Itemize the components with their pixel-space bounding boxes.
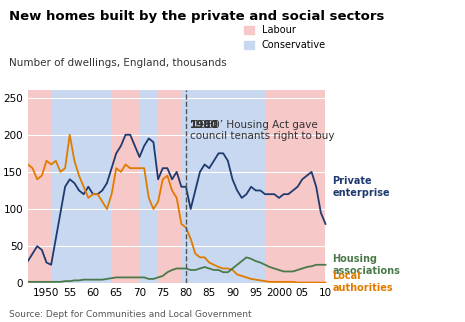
Text: Local
authorities: Local authorities	[332, 271, 393, 293]
Text: Source: Dept for Communities and Local Government: Source: Dept for Communities and Local G…	[9, 310, 252, 319]
Bar	[158, 90, 181, 283]
Bar	[140, 90, 158, 283]
Text: 1980: 1980	[190, 120, 219, 130]
Legend: Labour, Conservative: Labour, Conservative	[240, 22, 330, 54]
Bar	[112, 90, 140, 283]
Bar	[28, 90, 51, 283]
Text: Housing
associations: Housing associations	[332, 254, 400, 276]
Bar	[265, 90, 325, 283]
Text: Number of dwellings, England, thousands: Number of dwellings, England, thousands	[9, 58, 227, 68]
Text: 1980: 1980	[190, 120, 219, 130]
Text: ‘1980’ Housing Act gave
council tenants right to buy: ‘1980’ Housing Act gave council tenants …	[190, 120, 334, 141]
Bar	[51, 90, 112, 283]
Bar	[181, 90, 265, 283]
Text: New homes built by the private and social sectors: New homes built by the private and socia…	[9, 10, 385, 23]
Text: Private
enterprise: Private enterprise	[332, 176, 390, 198]
